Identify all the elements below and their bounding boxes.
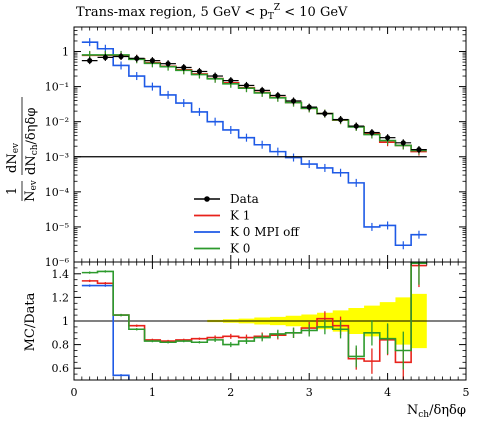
data-point <box>212 73 218 79</box>
svg-text:dNch/δηδφ: dNch/δηδφ <box>24 108 40 175</box>
x-tick-label: 1 <box>149 386 156 399</box>
y-tick-label: 10⁻³ <box>45 151 69 164</box>
ratio-y-axis-title: MC/Data <box>23 292 38 351</box>
data-point <box>0 154 3 159</box>
data-point <box>228 78 234 84</box>
x-tick-label: 3 <box>306 386 313 399</box>
legend-label-k-0-mpi-off: K 0 MPI off <box>230 225 300 239</box>
legend-label-k-1: K 1 <box>230 209 250 223</box>
data-point <box>385 135 391 141</box>
data-point <box>102 54 108 60</box>
ratio-y-tick-label: 1 <box>62 315 69 328</box>
data-point <box>369 129 375 136</box>
x-tick-label: 4 <box>384 386 391 399</box>
data-point <box>181 64 187 71</box>
ratio-plot-panel: 0.6 0.8 1 1.2 1.4 0 1 2 3 4 5 <box>52 261 470 399</box>
x-tick-label: 0 <box>71 386 78 399</box>
data-point <box>196 68 203 75</box>
data-point <box>118 53 124 60</box>
data-point <box>337 116 344 123</box>
y-tick-label: 1 <box>62 46 69 59</box>
data-point <box>275 92 281 99</box>
data-point <box>416 146 422 153</box>
y-tick-label: 10⁻² <box>45 116 69 129</box>
ratio-line-k-0 <box>81 262 427 358</box>
main-plot-panel: 10⁻⁶ 10⁻⁵ 10⁻⁴ 10⁻³ 10⁻² 10⁻¹ 1 <box>0 26 467 269</box>
data-point <box>400 140 406 146</box>
main-y-axis-title: 1 Nev dNev dNch/δηδφ <box>5 97 40 202</box>
ratio-y-tick-label: 0.8 <box>52 339 70 352</box>
svg-text:1: 1 <box>5 187 20 195</box>
series-line-k-0 <box>81 54 427 152</box>
data-point <box>87 58 93 64</box>
data-point <box>243 82 250 89</box>
x-tick-label: 2 <box>227 386 234 399</box>
y-tick-label: 10⁻⁵ <box>45 221 69 234</box>
data-point <box>134 55 140 61</box>
y-tick-label: 10⁻⁶ <box>45 256 70 269</box>
x-tick-label: 5 <box>463 386 470 399</box>
data-point <box>290 98 297 104</box>
y-tick-label: 10⁻⁴ <box>45 186 70 199</box>
y-tick-label: 10⁻¹ <box>45 81 69 94</box>
ratio-y-tick-label: 1.4 <box>52 268 70 281</box>
legend-marker-data <box>204 196 210 202</box>
data-point <box>259 87 265 93</box>
svg-text:Nev: Nev <box>23 179 39 202</box>
ratio-y-tick-label: 1.2 <box>52 291 70 304</box>
legend-label-data: Data <box>230 192 259 206</box>
data-point <box>165 61 171 67</box>
ratio-y-tick-label: 0.6 <box>52 362 70 375</box>
ratio-line-k-0-mpi-off <box>81 284 130 380</box>
data-point <box>322 110 328 117</box>
chart-title: Trans-max region, 5 GeV < pTZ < 10 GeV <box>76 3 348 22</box>
x-axis-title: Nch/δηδφ <box>407 403 466 420</box>
data-point <box>149 58 155 64</box>
chart-legend: Data K 1 K 0 MPI off K 0 <box>194 192 300 256</box>
data-point <box>306 104 312 110</box>
legend-label-k-0: K 0 <box>230 242 250 256</box>
data-point <box>353 123 359 129</box>
series-line-k-0-mpi-off <box>81 41 427 247</box>
svg-text:dNev: dNev <box>5 142 21 173</box>
